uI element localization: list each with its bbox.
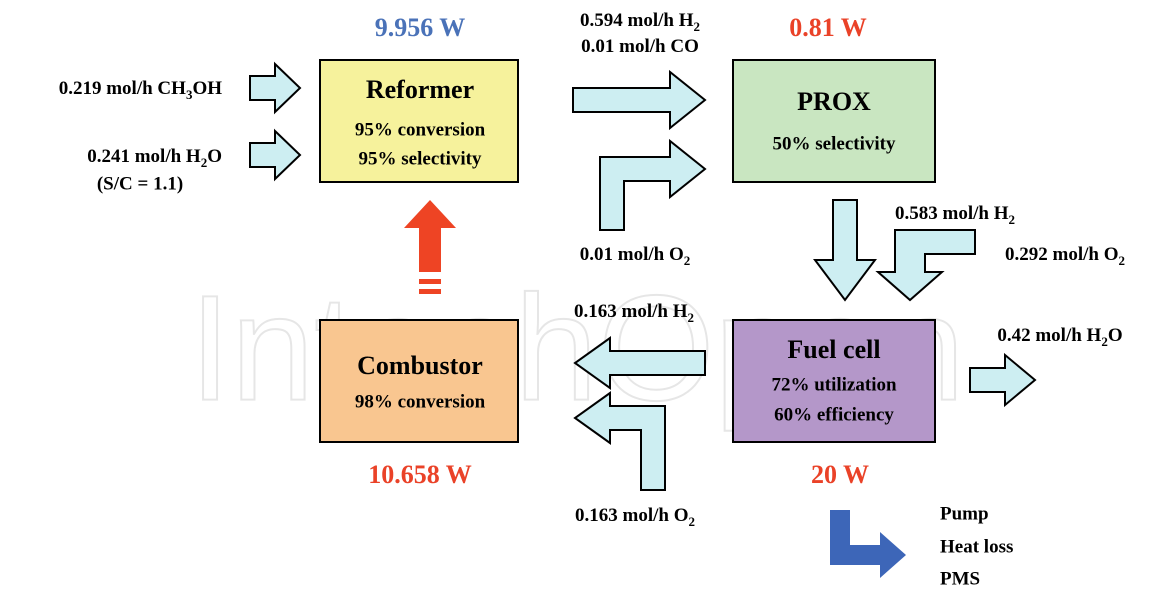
box-line: 95% conversion bbox=[355, 119, 486, 140]
arrow bbox=[813, 199, 877, 302]
flow-text: O bbox=[1108, 325, 1123, 346]
flow-text: 0.583 mol/h H bbox=[895, 203, 1009, 224]
reformer-box bbox=[319, 59, 519, 183]
flow-label: 0.292 mol/h O2 bbox=[1005, 244, 1125, 268]
arrow bbox=[875, 229, 976, 302]
prox-box bbox=[732, 59, 936, 183]
flow-text: 0.01 mol/h O bbox=[580, 244, 684, 265]
arrow bbox=[573, 336, 706, 390]
note: (S/C = 1.1) bbox=[97, 173, 183, 194]
subscript: 2 bbox=[684, 253, 691, 268]
flow-label: 0.241 mol/h H2O bbox=[87, 146, 222, 170]
box-line: 72% utilization bbox=[771, 374, 897, 395]
subscript: 2 bbox=[201, 155, 208, 170]
flow-text: O bbox=[207, 146, 222, 167]
flow-text: 0.219 mol/h CH bbox=[59, 78, 186, 99]
output: Pump bbox=[940, 503, 989, 524]
flow-label: 0.01 mol/h CO bbox=[581, 36, 699, 57]
heat-arrow bbox=[404, 200, 456, 272]
flow-text: 0.292 mol/h O bbox=[1005, 244, 1118, 265]
box-line: 50% selectivity bbox=[773, 133, 896, 154]
flow-label: 0.594 mol/h H2 bbox=[580, 10, 700, 34]
flow-text: 0.163 mol/h O bbox=[575, 505, 688, 526]
subscript: 2 bbox=[1101, 334, 1108, 349]
flow-label: 0.01 mol/h O2 bbox=[580, 244, 690, 268]
output-arrow bbox=[830, 510, 906, 578]
box-line: 95% selectivity bbox=[359, 148, 482, 169]
subscript: 2 bbox=[1008, 212, 1015, 227]
box-title: Combustor bbox=[357, 351, 483, 380]
arrow bbox=[573, 391, 666, 491]
box-line: 60% efficiency bbox=[774, 404, 894, 425]
subscript: 2 bbox=[687, 310, 694, 325]
flow-label: 0.219 mol/h CH3OH bbox=[59, 78, 222, 102]
flow-text: OH bbox=[192, 78, 222, 99]
flow-label: 0.583 mol/h H2 bbox=[895, 203, 1015, 227]
subscript: 2 bbox=[1118, 253, 1125, 268]
power: 0.81 W bbox=[789, 13, 867, 42]
arrow bbox=[249, 61, 302, 115]
flow-label: 0.163 mol/h H2 bbox=[574, 301, 694, 325]
flow-text: 0.594 mol/h H bbox=[580, 10, 694, 31]
flow-label: 0.163 mol/h O2 bbox=[575, 505, 695, 529]
flow-text: 0.01 mol/h CO bbox=[581, 36, 699, 57]
fuel-cell-box bbox=[732, 319, 936, 443]
box-line: 98% conversion bbox=[355, 391, 486, 412]
arrow bbox=[572, 69, 707, 131]
flow-text: 0.241 mol/h H bbox=[87, 146, 201, 167]
arrow bbox=[599, 138, 707, 231]
power: 9.956 W bbox=[375, 13, 466, 42]
combustor-box bbox=[319, 319, 519, 443]
box-title: Fuel cell bbox=[787, 335, 880, 364]
arrow bbox=[249, 128, 302, 182]
heat-arrow-stripe bbox=[419, 289, 441, 294]
subscript: 3 bbox=[186, 87, 193, 102]
power: 10.658 W bbox=[368, 460, 472, 489]
output: PMS bbox=[940, 568, 980, 589]
box-title: Reformer bbox=[366, 75, 474, 104]
subscript: 2 bbox=[688, 514, 695, 529]
flow-label: 0.42 mol/h H2O bbox=[997, 325, 1122, 349]
flow-text: 0.163 mol/h H bbox=[574, 301, 688, 322]
arrow bbox=[969, 352, 1037, 408]
output: Heat loss bbox=[940, 536, 1013, 557]
box-title: PROX bbox=[797, 87, 871, 116]
flow-text: 0.42 mol/h H bbox=[997, 325, 1101, 346]
subscript: 2 bbox=[693, 19, 700, 34]
heat-arrow-stripe bbox=[419, 279, 441, 284]
power: 20 W bbox=[811, 460, 869, 489]
